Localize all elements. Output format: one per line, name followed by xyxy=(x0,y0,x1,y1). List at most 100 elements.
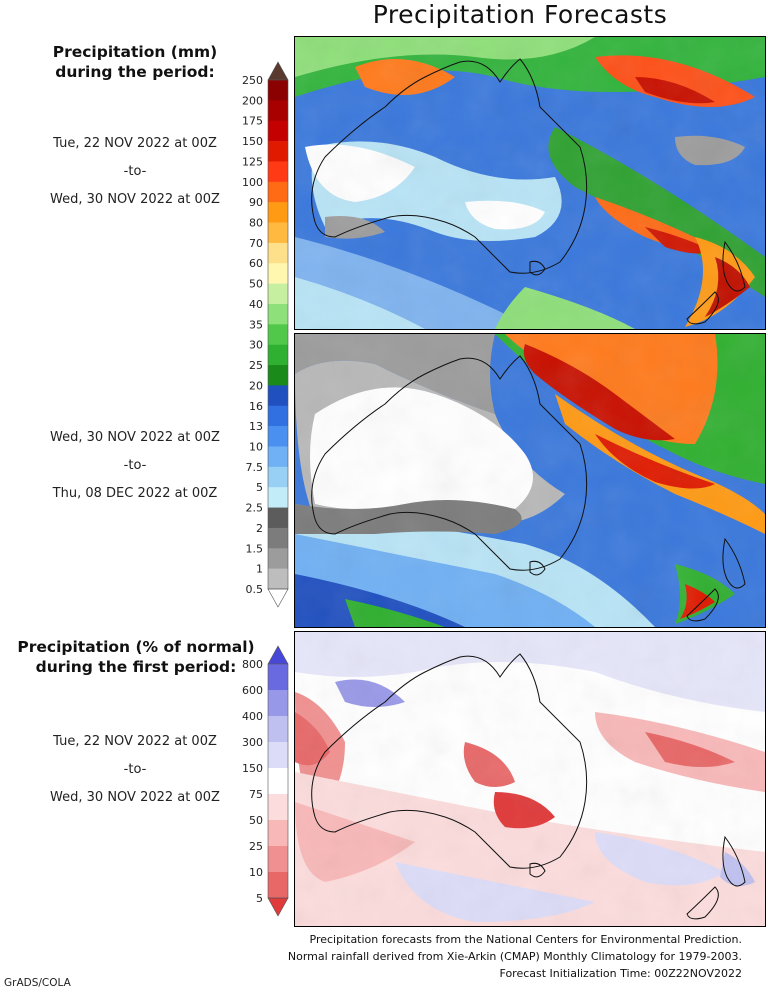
mm-colorbar-tick-label: 25 xyxy=(249,359,263,372)
pct-colorbar-tick-label: 50 xyxy=(249,814,263,827)
period3-start: Tue, 22 NOV 2022 at 00Z xyxy=(53,734,217,749)
mm-colorbar-tick-label: 100 xyxy=(242,176,263,189)
mm-colorbar-swatch xyxy=(268,568,288,590)
mm-colorbar-tick-label: 7.5 xyxy=(246,461,264,474)
period3-separator: -to- xyxy=(123,762,147,777)
mm-colorbar-swatch xyxy=(268,303,288,325)
mm-colorbar-tick-label: 125 xyxy=(242,155,263,168)
mm-colorbar-tick-label: 2.5 xyxy=(246,502,264,515)
mm-colorbar-tick-label: 30 xyxy=(249,339,263,352)
mm-colorbar-tick-label: 13 xyxy=(249,420,263,433)
pct-colorbar-swatch xyxy=(268,820,288,847)
mm-colorbar: 250 200 175 150 125 100 90 80 70 60 50 40 35 30 25 20 16… xyxy=(232,61,292,608)
pct-colorbar-tick-label: 600 xyxy=(242,684,263,697)
footer-notes: Precipitation forecasts from the Nationa… xyxy=(288,931,742,982)
pct-colorbar-swatch xyxy=(268,846,288,873)
mm-colorbar-tick-label: 175 xyxy=(242,115,263,128)
pct-colorbar-tick-label: 5 xyxy=(256,892,263,905)
pct-colorbar-tick-label: 25 xyxy=(249,840,263,853)
mm-colorbar-tick-label: 1.5 xyxy=(246,542,264,555)
mm-colorbar-graphic: 2502001751501251009080706050403530252016… xyxy=(242,61,289,608)
pct-legend-heading: Precipitation (% of normal) during the f… xyxy=(10,637,262,677)
period2-start: Wed, 30 NOV 2022 at 00Z xyxy=(50,430,220,445)
pct-colorbar-swatch xyxy=(268,872,288,899)
period2-end: Thu, 08 DEC 2022 at 00Z xyxy=(52,486,218,501)
mm-colorbar-tick-label: 16 xyxy=(249,400,263,413)
mm-colorbar-swatch xyxy=(268,80,288,101)
mm-colorbar-tick-label: 90 xyxy=(249,196,263,209)
map3-graphic xyxy=(295,632,765,926)
anomaly-map-period1 xyxy=(294,631,766,927)
mm-colorbar-frame xyxy=(267,79,289,590)
mm-colorbar-arrow-bottom xyxy=(267,588,289,608)
mm-colorbar-tick-label: 70 xyxy=(249,237,263,250)
pct-colorbar-tick-label: 10 xyxy=(249,866,263,879)
mm-colorbar-swatch xyxy=(268,283,288,305)
pct-colorbar-swatch xyxy=(268,768,288,795)
mm-colorbar-swatch xyxy=(268,527,288,549)
period3-end: Wed, 30 NOV 2022 at 00Z xyxy=(50,790,220,805)
mm-colorbar-arrow-top xyxy=(267,61,289,81)
period1-start: Tue, 22 NOV 2022 at 00Z xyxy=(53,136,217,151)
mm-heading-line1: Precipitation (mm) xyxy=(52,43,218,61)
mm-colorbar-tick-label: 35 xyxy=(249,318,263,331)
period1-label: Tue, 22 NOV 2022 at 00Z -to- Wed, 30 NOV… xyxy=(25,130,245,214)
mm-colorbar-tick-label: 150 xyxy=(242,135,263,148)
pct-colorbar-graphic: 800 600 400 300 150 75 50 25 10 5 xyxy=(242,645,289,917)
pct-colorbar: 800 600 400 300 150 75 50 25 10 5 xyxy=(232,645,292,917)
mm-colorbar-swatch xyxy=(268,181,288,203)
pct-colorbar-tick-label: 300 xyxy=(242,736,263,749)
mm-colorbar-swatch xyxy=(268,100,288,122)
software-credit: GrADS/COLA xyxy=(4,977,71,989)
mm-colorbar-tick-label: 50 xyxy=(249,278,263,291)
mm-colorbar-swatch xyxy=(268,242,288,264)
mm-colorbar-swatch xyxy=(268,507,288,529)
pct-colorbar-swatch xyxy=(268,716,288,743)
footer-line2: Normal rainfall derived from Xie-Arkin (… xyxy=(287,950,742,963)
map2-graphic xyxy=(295,334,765,627)
mm-colorbar-swatch xyxy=(268,141,288,162)
period2-separator: -to- xyxy=(123,458,147,473)
mm-colorbar-swatch xyxy=(268,202,288,223)
mm-colorbar-swatch xyxy=(268,405,288,427)
forecast-map-period2 xyxy=(294,333,766,628)
mm-colorbar-tick-label: 1 xyxy=(256,563,263,576)
mm-colorbar-swatch xyxy=(268,446,288,468)
period1-separator: -to- xyxy=(123,164,147,179)
mm-colorbar-swatch xyxy=(268,365,288,386)
mm-legend-heading: Precipitation (mm) during the period: xyxy=(20,42,250,82)
mm-heading-line2: during the period: xyxy=(55,63,215,81)
pct-colorbar-frame xyxy=(267,663,289,899)
mm-colorbar-tick-label: 0.5 xyxy=(246,583,264,596)
period3-label: Tue, 22 NOV 2022 at 00Z -to- Wed, 30 NOV… xyxy=(25,728,245,812)
pct-colorbar-arrow-top xyxy=(267,645,289,665)
mm-colorbar-swatch xyxy=(268,324,288,345)
mm-colorbar-tick-label: 2 xyxy=(256,522,263,535)
mm-colorbar-swatch xyxy=(268,120,288,142)
pct-heading-line2: during the first period: xyxy=(35,658,237,676)
mm-colorbar-tick-label: 200 xyxy=(242,94,263,107)
mm-colorbar-tick-label: 20 xyxy=(249,379,263,392)
mm-colorbar-swatch xyxy=(268,548,288,569)
mm-colorbar-tick-label: 5 xyxy=(256,481,263,494)
period2-label: Wed, 30 NOV 2022 at 00Z -to- Thu, 08 DEC… xyxy=(25,424,245,508)
period1-end: Wed, 30 NOV 2022 at 00Z xyxy=(50,192,220,207)
footer-line1: Precipitation forecasts from the Nationa… xyxy=(309,933,743,946)
pct-colorbar-tick-label: 150 xyxy=(242,762,263,775)
mm-colorbar-tick-label: 40 xyxy=(249,298,263,311)
pct-colorbar-swatch xyxy=(268,742,288,769)
pct-colorbar-tick-label: 75 xyxy=(249,788,263,801)
mm-colorbar-swatch xyxy=(268,426,288,447)
mm-colorbar-swatch xyxy=(268,487,288,508)
pct-colorbar-arrow-bottom xyxy=(267,897,289,917)
mm-colorbar-tick-label: 250 xyxy=(242,74,263,87)
mm-colorbar-tick-label: 10 xyxy=(249,440,263,453)
page-title: Precipitation Forecasts xyxy=(372,0,668,29)
forecast-map-period1 xyxy=(294,36,766,330)
mm-colorbar-tick-label: 60 xyxy=(249,257,263,270)
map1-graphic xyxy=(295,37,765,329)
footer-line3: Forecast Initialization Time: 00Z22NOV20… xyxy=(499,967,742,980)
pct-colorbar-tick-label: 400 xyxy=(242,710,263,723)
mm-colorbar-tick-label: 80 xyxy=(249,217,263,230)
mm-colorbar-swatch xyxy=(268,263,288,284)
